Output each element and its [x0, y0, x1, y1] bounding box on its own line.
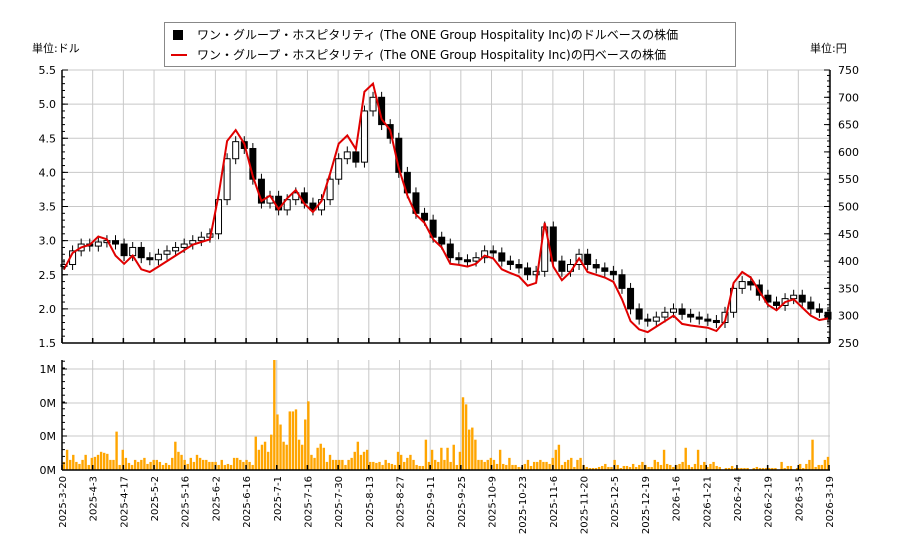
- svg-text:600: 600: [838, 146, 859, 159]
- legend-item-jpy: ワン・グループ・ホスピタリティ (The ONE Group Hospitali…: [171, 46, 666, 64]
- right-axis-unit-label: 単位:円: [810, 42, 847, 55]
- svg-text:2025-11-6: 2025-11-6: [549, 476, 560, 528]
- svg-text:2026-2-4: 2026-2-4: [733, 476, 744, 521]
- svg-text:5.0: 5.0: [39, 98, 57, 111]
- svg-text:2025-5-16: 2025-5-16: [181, 476, 192, 528]
- svg-text:2026-3-19: 2026-3-19: [825, 476, 836, 528]
- svg-text:500: 500: [838, 201, 859, 214]
- svg-text:2025-4-3: 2025-4-3: [89, 476, 100, 521]
- usd-price-candles: [60, 91, 832, 328]
- svg-text:0M: 0M: [40, 430, 57, 443]
- volume-axes: 0M 0M 0M 1M: [40, 360, 830, 477]
- svg-text:1M: 1M: [40, 363, 57, 376]
- svg-text:2026-1-6: 2026-1-6: [672, 476, 683, 521]
- svg-text:2026-1-21: 2026-1-21: [702, 476, 713, 528]
- svg-text:2025-8-13: 2025-8-13: [365, 476, 376, 528]
- legend-item-usd: ワン・グループ・ホスピタリティ (The ONE Group Hospitali…: [171, 26, 678, 44]
- svg-text:2025-7-30: 2025-7-30: [334, 476, 345, 528]
- svg-text:2025-3-20: 2025-3-20: [58, 476, 69, 528]
- svg-text:1.5: 1.5: [39, 337, 57, 350]
- chart-legend: ワン・グループ・ホスピタリティ (The ONE Group Hospitali…: [164, 22, 736, 67]
- volume-gridlines: [61, 360, 830, 471]
- volume-bars: [62, 360, 830, 470]
- svg-text:2025-9-11: 2025-9-11: [426, 476, 437, 528]
- svg-text:2025-4-17: 2025-4-17: [119, 476, 130, 528]
- left-axis-unit-label: 単位:ドル: [32, 42, 80, 55]
- black-square-icon: [173, 30, 183, 40]
- svg-text:0M: 0M: [40, 397, 57, 410]
- svg-text:3.5: 3.5: [39, 201, 57, 214]
- svg-text:250: 250: [838, 337, 859, 350]
- jpy-price-line: [63, 81, 829, 334]
- svg-text:300: 300: [838, 310, 859, 323]
- svg-text:450: 450: [838, 228, 859, 241]
- price-gridlines: [61, 69, 830, 344]
- svg-text:4.5: 4.5: [39, 132, 57, 145]
- svg-text:750: 750: [838, 64, 859, 77]
- svg-text:4.0: 4.0: [39, 166, 57, 179]
- svg-text:2025-9-25: 2025-9-25: [457, 476, 468, 528]
- red-line-icon: [171, 54, 187, 56]
- svg-text:0M: 0M: [40, 464, 57, 477]
- svg-text:2025-7-16: 2025-7-16: [303, 476, 314, 528]
- svg-text:2025-10-23: 2025-10-23: [518, 476, 529, 534]
- legend-label-usd: ワン・グループ・ホスピタリティ (The ONE Group Hospitali…: [197, 28, 679, 42]
- svg-text:700: 700: [838, 91, 859, 104]
- legend-label-jpy: ワン・グループ・ホスピタリティ (The ONE Group Hospitali…: [197, 48, 667, 62]
- svg-text:550: 550: [838, 173, 859, 186]
- svg-text:2025-6-2: 2025-6-2: [211, 476, 222, 521]
- svg-text:2.0: 2.0: [39, 303, 57, 316]
- svg-text:2025-8-27: 2025-8-27: [395, 476, 406, 528]
- svg-text:2025-10-9: 2025-10-9: [488, 476, 499, 528]
- x-axis-date-labels: 2025-3-20 2025-4-3 2025-4-17 2025-5-2 2025-5…: [58, 476, 836, 534]
- svg-text:2025-5-2: 2025-5-2: [150, 476, 161, 521]
- svg-text:650: 650: [838, 119, 859, 132]
- price-axes: 1.5 2.0 2.5 3.0 3.5 4.0 4.5 5.0 5.5 250 300 350 400 4…: [39, 64, 860, 350]
- svg-text:2025-11-20: 2025-11-20: [580, 476, 591, 534]
- svg-text:2025-12-5: 2025-12-5: [610, 476, 621, 528]
- svg-text:2.5: 2.5: [39, 269, 57, 282]
- svg-text:2025-6-16: 2025-6-16: [242, 476, 253, 528]
- svg-text:2025-7-1: 2025-7-1: [273, 476, 284, 521]
- svg-text:2025-12-19: 2025-12-19: [641, 476, 652, 534]
- svg-text:5.5: 5.5: [39, 64, 57, 77]
- svg-text:2026-2-19: 2026-2-19: [764, 476, 775, 528]
- svg-text:3.0: 3.0: [39, 235, 57, 248]
- svg-text:2026-3-5: 2026-3-5: [794, 476, 805, 521]
- svg-text:400: 400: [838, 255, 859, 268]
- svg-text:350: 350: [838, 282, 859, 295]
